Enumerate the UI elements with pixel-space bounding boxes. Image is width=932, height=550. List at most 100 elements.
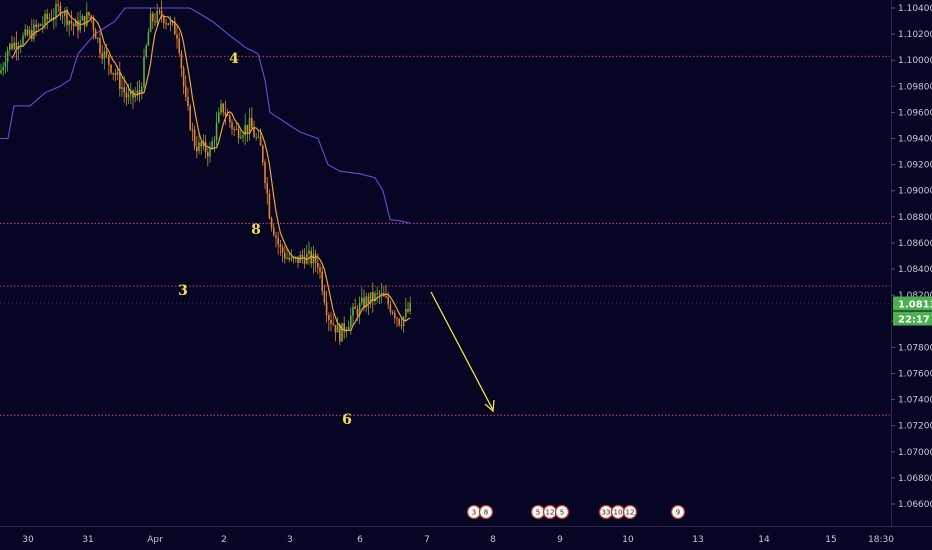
candle-body	[314, 253, 317, 263]
candle-body	[281, 247, 284, 253]
economic-events[interactable]: 3 8 5 12 5 33 10 12 9	[466, 504, 686, 520]
candle-body	[136, 90, 139, 95]
candle-body	[297, 256, 299, 263]
candle-body	[255, 136, 257, 138]
candle-body	[284, 252, 286, 259]
candle-body	[77, 20, 79, 31]
candle-body	[61, 15, 64, 17]
candle-body	[374, 293, 376, 302]
candle-body	[321, 271, 323, 291]
time-axis: 30 31 Apr 2 3 6 7 8 9 10 13 14 15 18:30	[22, 535, 894, 545]
candle-body	[405, 309, 407, 317]
candle-body	[385, 296, 387, 298]
candle-body	[114, 73, 117, 76]
candle-body	[167, 23, 169, 25]
candle-body	[156, 10, 158, 23]
candle-body	[50, 17, 53, 20]
time-tick-label: Apr	[147, 535, 163, 545]
candle-body	[279, 244, 282, 248]
candle-body	[2, 66, 4, 71]
candle-body	[132, 90, 134, 98]
candle-body	[257, 136, 260, 138]
candle-body	[187, 96, 189, 107]
candle-body	[182, 68, 185, 87]
time-tick-label: 10	[622, 535, 634, 545]
candle-body	[138, 90, 141, 94]
event-marker-icon[interactable]	[478, 504, 494, 520]
candle-body	[110, 64, 112, 73]
candle-body	[79, 20, 81, 31]
candle-body	[213, 140, 216, 142]
event-marker-icon[interactable]	[622, 504, 638, 520]
event-marker-label: 12	[626, 509, 635, 517]
candle-body	[152, 13, 154, 22]
price-tick-label: 1.07600	[898, 369, 932, 379]
candle-body	[407, 309, 409, 312]
candle-body	[248, 117, 251, 132]
price-tick-label: 1.09000	[898, 187, 932, 197]
candle-body	[387, 297, 389, 305]
time-tick-label: 6	[357, 535, 363, 545]
event-marker-icon[interactable]	[670, 504, 686, 520]
candle-body	[356, 308, 359, 316]
time-tick-label: 30	[22, 535, 34, 545]
candle-body	[330, 319, 332, 324]
candle-body	[75, 20, 77, 27]
event-marker-label: 33	[602, 509, 611, 517]
price-tick-label: 1.06600	[898, 500, 932, 510]
wave-label: 6	[342, 412, 352, 428]
candle-body	[253, 128, 255, 138]
candle-body	[367, 296, 370, 305]
candle-body	[352, 306, 354, 316]
upper-band-line	[0, 7, 412, 224]
candle-body	[347, 326, 350, 330]
candle-body	[323, 290, 326, 303]
candle-body	[145, 45, 147, 57]
candle-body	[127, 94, 130, 98]
candle-body	[394, 313, 396, 318]
candle-body	[328, 315, 330, 320]
wave-label: 3	[178, 283, 188, 299]
candle-body	[251, 117, 253, 129]
candle-body	[99, 38, 101, 54]
candle-body	[290, 257, 293, 260]
candle-body	[176, 34, 178, 39]
price-tick-label: 1.07400	[898, 396, 932, 406]
event-marker-icon[interactable]	[554, 504, 570, 520]
candle-body	[46, 13, 48, 20]
horizontal-levels	[0, 55, 890, 416]
candle-body	[259, 136, 262, 146]
candle-body	[68, 20, 70, 25]
candle-body	[22, 35, 24, 45]
price-tick-label: 1.09200	[898, 161, 932, 171]
price-tick-label: 1.09600	[898, 108, 932, 118]
candle-body	[28, 30, 31, 35]
candle-body	[112, 72, 114, 74]
candle-body	[123, 87, 125, 93]
candle-body	[233, 128, 235, 130]
event-marker-label: 5	[560, 509, 564, 517]
candle-body	[277, 237, 279, 245]
candle-body	[237, 128, 240, 139]
candle-body	[215, 122, 218, 141]
candle-body	[59, 5, 62, 16]
candle-body	[39, 24, 42, 26]
candle-body	[268, 193, 271, 219]
candle-body	[92, 18, 95, 30]
candle-body	[325, 302, 328, 316]
candle-body	[400, 325, 403, 327]
candle-body	[240, 137, 242, 139]
candle-body	[97, 38, 99, 40]
candle-body	[218, 112, 220, 123]
time-tick-label: 31	[82, 535, 93, 545]
price-tick-label: 1.09400	[898, 135, 932, 145]
candle-body	[185, 86, 187, 97]
candle-body	[105, 51, 108, 56]
candle-body	[264, 162, 266, 183]
candle-body	[17, 46, 20, 50]
candle-body	[339, 324, 341, 342]
candle-body	[94, 29, 97, 39]
candle-body	[193, 129, 196, 147]
